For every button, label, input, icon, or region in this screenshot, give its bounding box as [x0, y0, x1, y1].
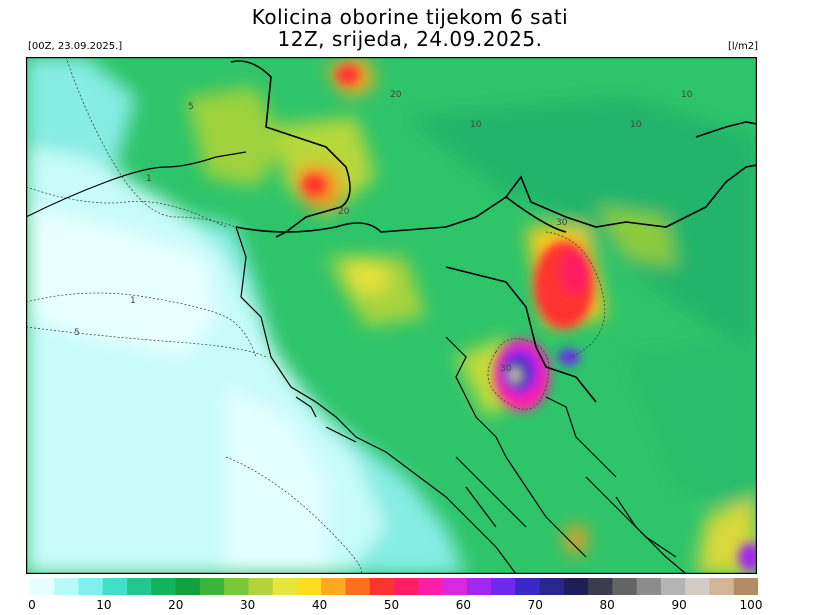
colorbar-tick-label: 20: [168, 598, 184, 612]
precip-maxima: [302, 65, 757, 571]
contour-label: 5: [188, 102, 194, 112]
contour-label: 1: [146, 174, 152, 184]
colorbar-segment: [636, 578, 662, 595]
contour-label: 30: [556, 218, 568, 228]
contour-label: 10: [470, 120, 482, 130]
colorbar-segment: [102, 578, 128, 595]
colorbar-segment: [563, 578, 589, 595]
precipitation-map: 5 10 20 10 10 1 20 30 1 5 30: [26, 57, 757, 574]
colorbar-segment: [345, 578, 371, 595]
colorbar-segment: [466, 578, 492, 595]
colorbar-segment: [660, 578, 686, 595]
colorbar-tick-label: 60: [455, 598, 472, 612]
colorbar-tick-label: 40: [311, 598, 328, 612]
colorbar-segment: [296, 578, 322, 595]
colorbar-tick-label: 100: [739, 598, 763, 612]
colorbar-tick-label: 80: [599, 598, 615, 612]
contour-label: 1: [130, 296, 136, 306]
model-run-label: [00Z, 23.09.2025.]: [28, 41, 123, 52]
map-title-line2: 12Z, srijeda, 24.09.2025.: [277, 27, 543, 51]
colorbar-segment: [248, 578, 274, 595]
borders: [230, 60, 757, 403]
colorbar-segment: [394, 578, 419, 595]
colorbar-segment: [588, 578, 613, 595]
colorbar-segment: [321, 578, 347, 595]
contour-label: 20: [390, 90, 402, 100]
contour-lines: [26, 57, 605, 574]
colorbar-tick-label: 70: [527, 598, 543, 612]
colorbar-tick-label: 0: [28, 598, 36, 612]
colorbar-segment: [151, 578, 177, 595]
contour-labels: 5 10 20 10 10 1 20 30 1 5 30: [74, 90, 693, 374]
colorbar: [30, 578, 758, 595]
colorbar-segment: [418, 578, 444, 595]
coastline: [26, 151, 687, 574]
colorbar-segment: [491, 578, 516, 595]
colorbar-segment: [612, 578, 638, 595]
colorbar-segment: [515, 578, 541, 595]
colorbar-segment: [127, 578, 152, 595]
colorbar-segment: [369, 578, 395, 595]
colorbar-segment: [272, 578, 298, 595]
colorbar-segment: [224, 578, 249, 595]
colorbar-tick-label: 90: [671, 598, 687, 612]
contour-label: 10: [681, 90, 693, 100]
contour-label: 5: [74, 328, 80, 338]
colorbar-tick-label: 50: [383, 598, 400, 612]
colorbar-segment: [199, 578, 225, 595]
map-frame: [26, 57, 757, 574]
colorbar-segment: [175, 578, 201, 595]
contour-label: 30: [500, 364, 512, 374]
colorbar-segment: [709, 578, 735, 595]
contour-label: 10: [630, 120, 642, 130]
colorbar-segment: [30, 578, 55, 595]
colorbar-segment: [54, 578, 80, 595]
contour-label: 20: [338, 207, 350, 217]
colorbar-segment: [539, 578, 565, 595]
map-title-line1: Kolicina oborine tijekom 6 sati: [251, 5, 569, 29]
colorbar-tick-label: 10: [96, 598, 112, 612]
colorbar-segment: [685, 578, 711, 595]
colorbar-segment: [78, 578, 104, 595]
colorbar-segment: [442, 578, 468, 595]
colorbar-segment: [733, 578, 758, 595]
unit-label: [l/m2]: [727, 41, 758, 52]
colorbar-tick-label: 30: [240, 598, 256, 612]
